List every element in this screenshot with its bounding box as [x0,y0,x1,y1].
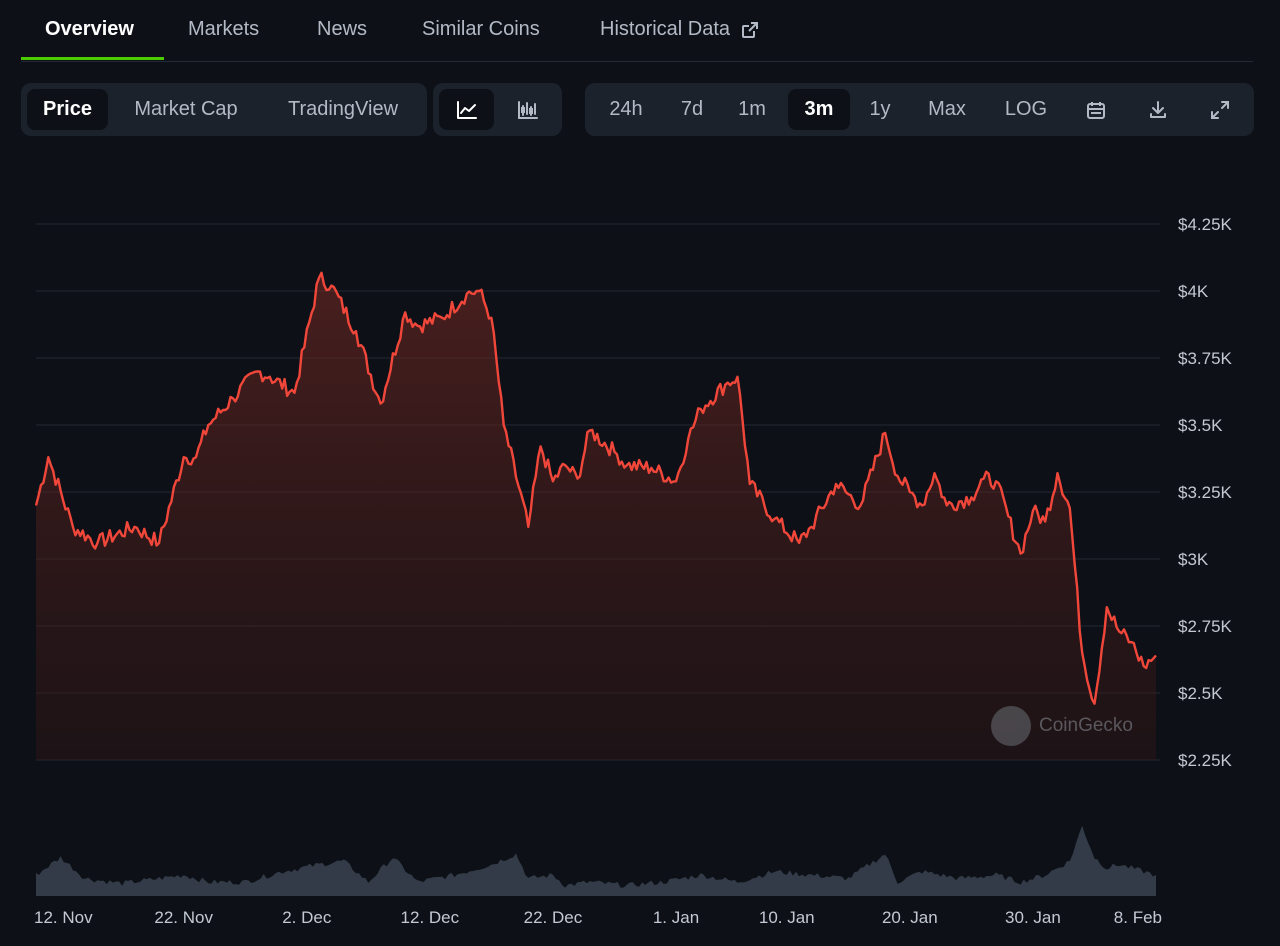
x-tick-label: 12. Nov [34,908,93,927]
range-max-button[interactable]: Max [913,89,981,130]
y-tick-label: $4.25K [1178,215,1233,234]
y-tick-label: $2.25K [1178,751,1233,770]
x-tick-label: 8. Feb [1114,908,1162,927]
expand-icon [1210,100,1230,120]
tab-label: Similar Coins [422,18,540,40]
x-tick-label: 30. Jan [1005,908,1061,927]
y-tick-label: $3.5K [1178,416,1223,435]
watermark-text: CoinGecko [1039,715,1133,736]
x-tick-label: 22. Dec [524,908,583,927]
range-label: 1y [869,98,891,120]
tab-label: Historical Data [600,18,731,40]
external-link-icon [740,20,760,40]
y-tick-label: $2.5K [1178,684,1223,703]
market-cap-button[interactable]: Market Cap [117,89,255,130]
tradingview-button[interactable]: TradingView [269,89,417,130]
line-chart-icon [456,100,478,120]
log-scale-button[interactable]: LOG [993,89,1059,130]
tab-label: Markets [188,18,260,40]
coingecko-logo-icon [991,706,1031,746]
line-chart-button[interactable] [439,89,494,130]
y-tick-label: $3.25K [1178,483,1233,502]
top-tab-bar: Overview Markets News Similar Coins Hist… [21,0,1253,62]
x-tick-label: 10. Jan [759,908,815,927]
candlestick-icon [517,100,539,120]
x-tick-label: 22. Nov [154,908,213,927]
y-tick-label: $4K [1178,282,1209,301]
range-label: 24h [609,98,643,120]
range-7d-button[interactable]: 7d [665,89,719,130]
tab-label: News [317,18,368,40]
tab-markets[interactable]: Markets [188,18,259,41]
volume-area [36,825,1156,896]
range-label: LOG [1004,98,1048,120]
range-1m-button[interactable]: 1m [725,89,779,130]
fullscreen-button[interactable] [1195,89,1245,130]
tab-news[interactable]: News [317,18,367,41]
chart-style-group [433,83,562,136]
calendar-icon [1086,100,1106,120]
tab-overview[interactable]: Overview [45,18,134,41]
calendar-button[interactable] [1071,89,1121,130]
range-3m-button[interactable]: 3m [788,89,850,130]
tradingview-label: TradingView [287,98,399,120]
price-label: Price [43,98,92,120]
price-series-line [34,271,1157,705]
tab-similar-coins[interactable]: Similar Coins [422,18,540,41]
y-tick-label: $2.75K [1178,617,1233,636]
price-button[interactable]: Price [27,89,108,130]
range-1y-button[interactable]: 1y [855,89,905,130]
time-range-group: 24h 7d 1m 3m 1y Max LOG [585,83,1254,136]
download-icon [1148,100,1168,120]
x-tick-label: 20. Jan [882,908,938,927]
tab-label: Overview [45,18,134,40]
range-24h-button[interactable]: 24h [595,89,657,130]
x-tick-label: 1. Jan [653,908,699,927]
y-tick-label: $3.75K [1178,349,1233,368]
candlestick-button[interactable] [500,89,555,130]
download-button[interactable] [1133,89,1183,130]
range-label: 7d [680,98,704,120]
tab-historical-data[interactable]: Historical Data [600,18,760,41]
x-tick-label: 2. Dec [282,908,332,927]
market-cap-label: Market Cap [134,98,238,120]
price-area-fill [36,272,1156,760]
x-tick-label: 12. Dec [401,908,460,927]
coingecko-watermark: CoinGecko [991,706,1133,746]
y-tick-label: $3K [1178,550,1209,569]
range-label: Max [928,98,966,120]
active-tab-indicator [21,57,164,60]
chart-type-group: Price Market Cap TradingView [21,83,427,136]
range-label: 1m [738,98,766,120]
range-label: 3m [804,98,834,120]
